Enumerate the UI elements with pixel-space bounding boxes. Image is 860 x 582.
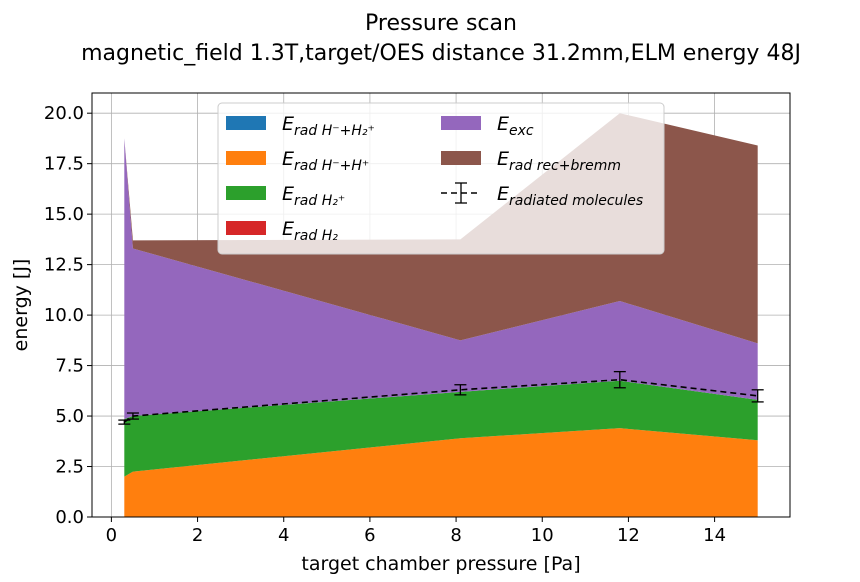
legend-label: Erad H⁻+H₂⁺ <box>282 113 375 139</box>
x-axis: 0 2 4 6 8 10 12 14 <box>106 517 726 546</box>
y-axis-label: energy [J] <box>10 259 32 352</box>
x-tick-label: 4 <box>278 525 289 546</box>
legend-swatch-h2p <box>226 186 266 200</box>
y-axis: 0.0 2.5 5.0 7.5 10.0 12.5 15.0 17.5 20.0 <box>44 103 92 528</box>
x-tick-label: 14 <box>703 525 726 546</box>
legend-swatch-hm_hp <box>226 151 266 165</box>
legend: Erad H⁻+H₂⁺ Erad H⁻+H⁺ Erad H₂⁺ Erad H₂ Eexc… <box>217 102 665 255</box>
area-exc <box>124 138 758 420</box>
legend-swatch-h2 <box>226 221 266 235</box>
legend-swatch-recbrem <box>441 151 481 165</box>
x-tick-label: 6 <box>364 525 375 546</box>
legend-swatch-exc <box>441 116 481 130</box>
x-tick-label: 2 <box>192 525 203 546</box>
errorbar-line <box>123 378 758 423</box>
legend-swatch-hm_h2p <box>226 116 266 130</box>
y-tick-label: 2.5 <box>55 457 84 478</box>
area-hm_hp <box>124 428 758 517</box>
x-tick-label: 0 <box>106 525 117 546</box>
y-tick-label: 20.0 <box>44 103 84 124</box>
legend-label: Erad H₂ <box>282 218 338 244</box>
legend-box <box>217 102 665 255</box>
y-tick-label: 17.5 <box>44 154 84 175</box>
y-tick-label: 10.0 <box>44 305 84 326</box>
legend-label: Eexc <box>497 113 534 139</box>
y-tick-label: 15.0 <box>44 204 84 225</box>
area-h2p <box>124 380 758 477</box>
x-tick-label: 12 <box>617 525 640 546</box>
x-axis-label: target chamber pressure [Pa] <box>301 553 580 575</box>
legend-label: Erad H⁻+H⁺ <box>282 148 369 174</box>
x-tick-label: 10 <box>531 525 554 546</box>
plot-frame <box>91 92 791 518</box>
chart-title: Pressure scan <box>365 11 517 36</box>
legend-label: Erad H₂⁺ <box>282 183 345 209</box>
y-tick-label: 12.5 <box>44 255 84 276</box>
y-tick-label: 7.5 <box>55 356 84 377</box>
errorbar-series <box>118 370 764 425</box>
legend-label: Eradiated molecules <box>497 183 643 209</box>
x-tick-label: 8 <box>450 525 461 546</box>
y-tick-label: 0.0 <box>55 507 84 528</box>
y-tick-label: 5.0 <box>55 406 84 427</box>
legend-label: Erad rec+bremm <box>497 148 621 174</box>
chart-subtitle: magnetic_field 1.3T,target/OES distance … <box>81 41 801 66</box>
